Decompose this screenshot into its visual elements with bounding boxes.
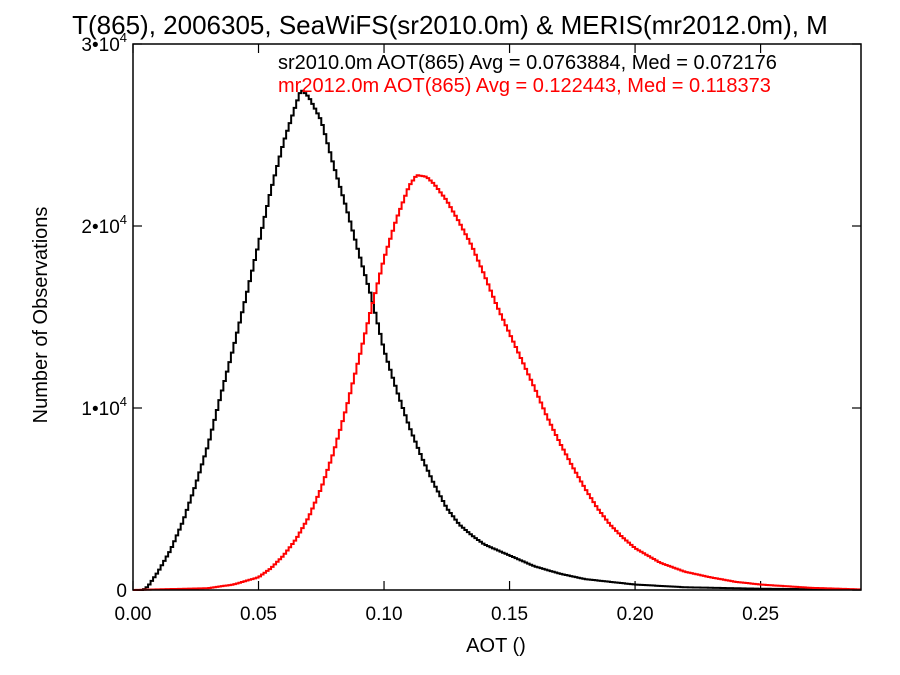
y-tick-mantissa: 2•10 xyxy=(81,217,119,238)
series-line-0 xyxy=(133,89,861,591)
x-tick-label: 0.05 xyxy=(240,604,277,625)
y-tick-mantissa: 1•10 xyxy=(81,399,119,420)
series-stat-annotation: sr2010.0m AOT(865) Avg = 0.0763884, Med … xyxy=(278,52,777,74)
series-layer xyxy=(133,89,861,591)
y-tick-mantissa: 0 xyxy=(116,581,127,602)
x-tick-label: 0.10 xyxy=(366,604,403,625)
axis-ticks xyxy=(132,43,861,591)
plot-frame xyxy=(132,43,862,591)
y-axis-label: Number of Observations xyxy=(30,207,52,424)
x-axis-label: AOT () xyxy=(466,635,526,657)
y-tick-exponent: 4 xyxy=(120,212,127,227)
x-tick-label: 0.15 xyxy=(491,604,528,625)
x-tick-label: 0.20 xyxy=(617,604,654,625)
y-tick-label: 2•104 xyxy=(81,212,127,238)
x-tick-label: 0.25 xyxy=(742,604,779,625)
y-tick-mantissa: 3•10 xyxy=(81,35,119,56)
x-tick-label: 0.00 xyxy=(115,604,152,625)
series-line-1 xyxy=(133,174,861,591)
y-tick-label: 1•104 xyxy=(81,394,127,420)
y-tick-label: 3•104 xyxy=(81,30,127,56)
y-tick-exponent: 4 xyxy=(120,30,127,45)
series-stat-annotation: mr2012.0m AOT(865) Avg = 0.122443, Med =… xyxy=(278,75,771,97)
y-tick-exponent: 4 xyxy=(120,394,127,409)
y-tick-label: 0 xyxy=(116,581,127,602)
annotations: sr2010.0m AOT(865) Avg = 0.0763884, Med … xyxy=(278,52,777,97)
chart-title: T(865), 2006305, SeaWiFS(sr2010.0m) & ME… xyxy=(72,10,828,40)
